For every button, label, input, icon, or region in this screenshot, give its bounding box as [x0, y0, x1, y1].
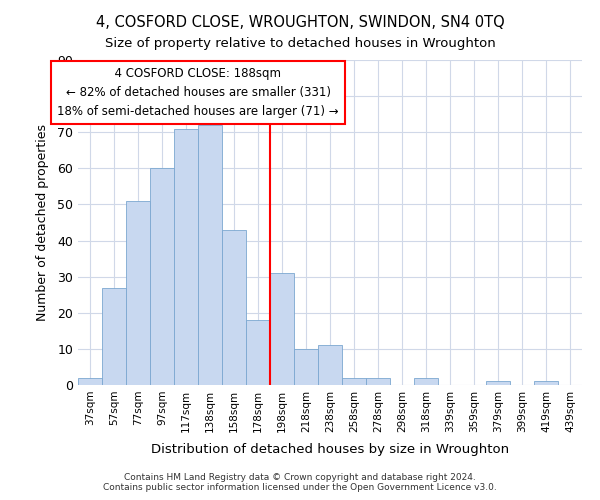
Bar: [126, 201, 150, 385]
Bar: [342, 378, 366, 385]
Bar: [246, 320, 270, 385]
Bar: [414, 378, 438, 385]
X-axis label: Distribution of detached houses by size in Wroughton: Distribution of detached houses by size …: [151, 443, 509, 456]
Bar: [366, 378, 390, 385]
Bar: [78, 378, 102, 385]
Text: Size of property relative to detached houses in Wroughton: Size of property relative to detached ho…: [104, 38, 496, 51]
Text: 4 COSFORD CLOSE: 188sqm  
← 82% of detached houses are smaller (331)
18% of semi: 4 COSFORD CLOSE: 188sqm ← 82% of detache…: [57, 67, 339, 118]
Bar: [270, 273, 294, 385]
Bar: [198, 125, 222, 385]
Text: 4, COSFORD CLOSE, WROUGHTON, SWINDON, SN4 0TQ: 4, COSFORD CLOSE, WROUGHTON, SWINDON, SN…: [95, 15, 505, 30]
Bar: [222, 230, 246, 385]
Text: Contains HM Land Registry data © Crown copyright and database right 2024.
Contai: Contains HM Land Registry data © Crown c…: [103, 473, 497, 492]
Bar: [486, 382, 510, 385]
Bar: [534, 382, 558, 385]
Bar: [150, 168, 174, 385]
Bar: [102, 288, 126, 385]
Bar: [174, 128, 198, 385]
Bar: [294, 349, 318, 385]
Bar: [318, 346, 342, 385]
Y-axis label: Number of detached properties: Number of detached properties: [36, 124, 49, 321]
